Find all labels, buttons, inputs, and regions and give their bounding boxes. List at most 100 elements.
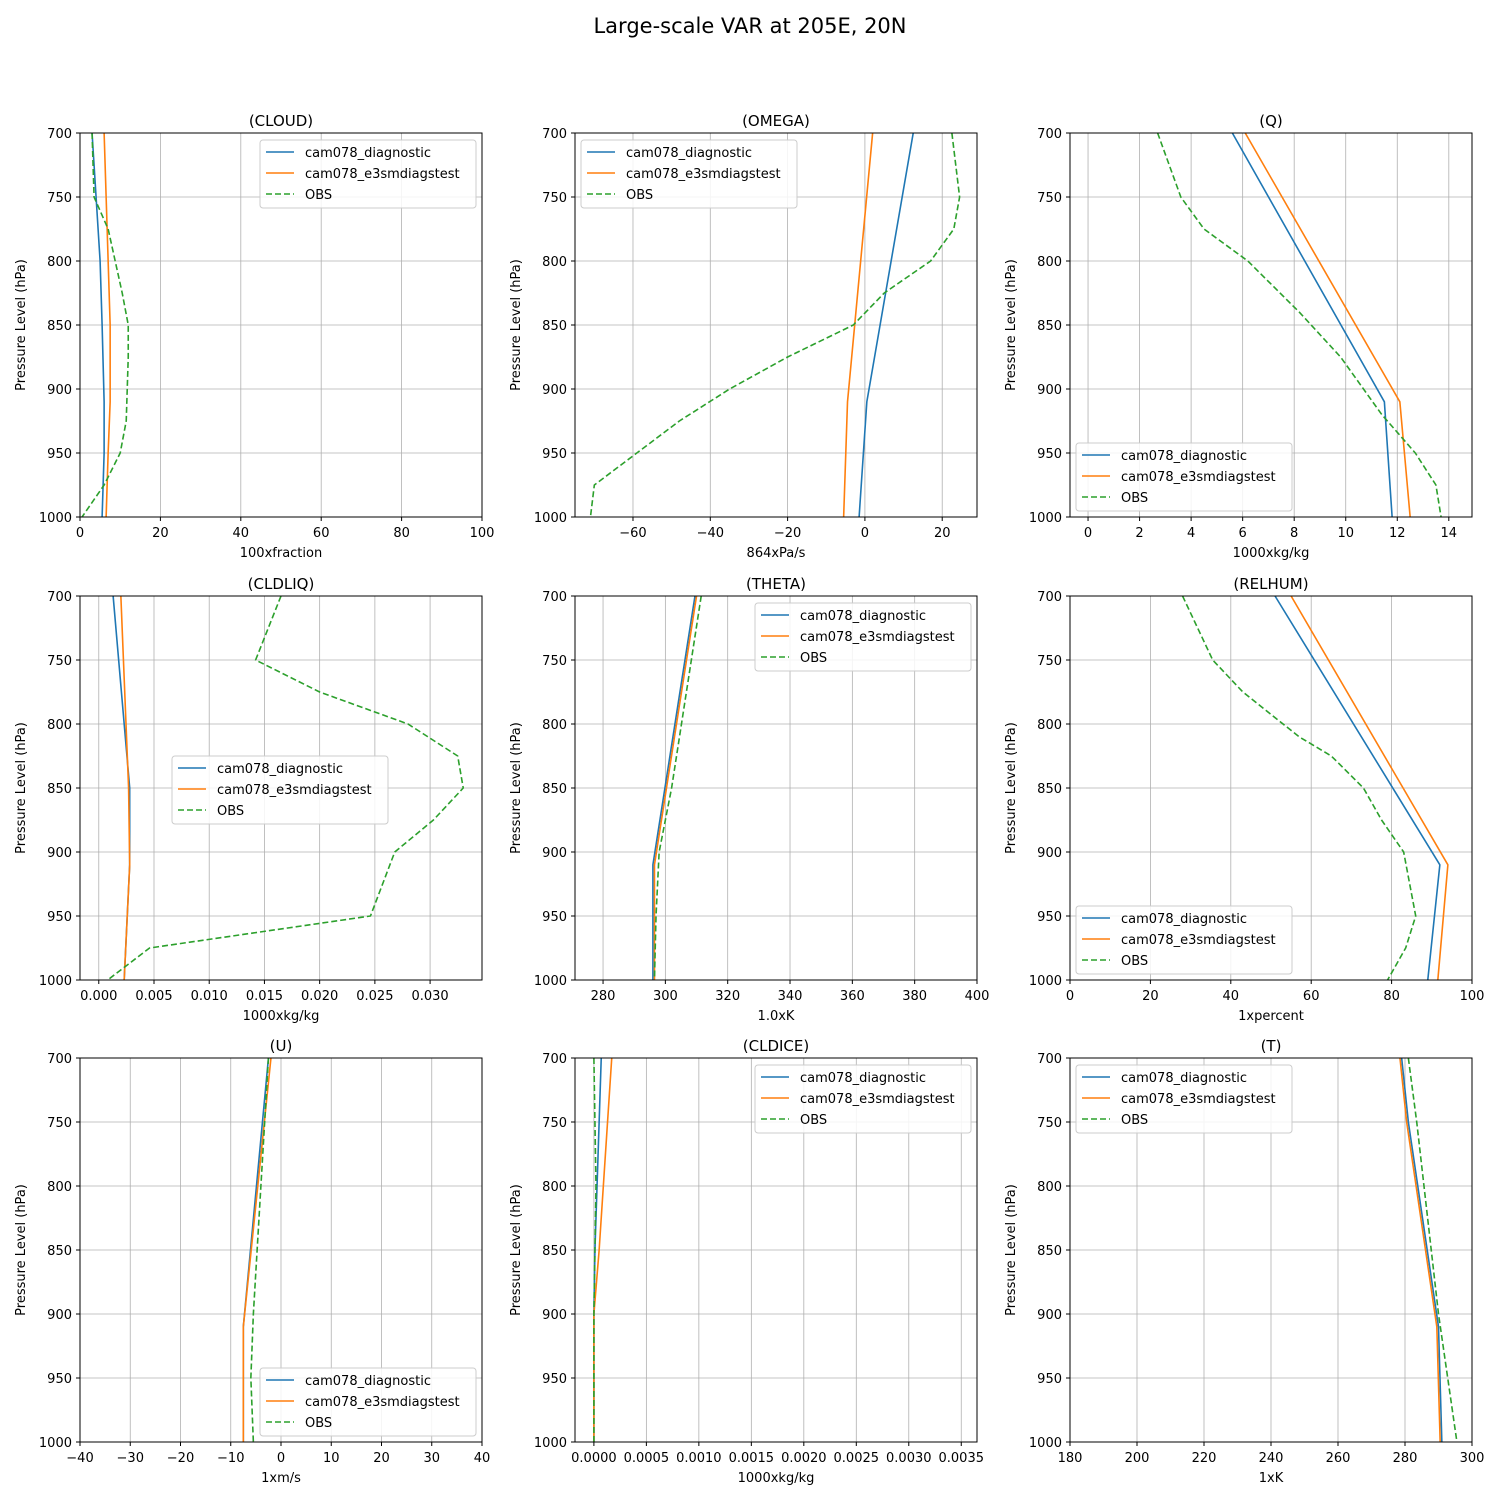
y-tick-label: 1000	[39, 974, 72, 989]
x-tick-label: 280	[591, 989, 616, 1004]
x-axis-label: 1000xkg/kg	[738, 1471, 815, 1486]
y-tick-label: 800	[47, 718, 72, 733]
x-tick-label: 0.0030	[886, 1451, 932, 1466]
x-tick-label: 12	[1389, 526, 1406, 541]
subplot-title: (U)	[270, 1037, 293, 1055]
subplot-title: (CLOUD)	[249, 112, 313, 130]
y-tick-label: 950	[47, 910, 72, 925]
x-tick-label: 0.0015	[729, 1451, 775, 1466]
y-tick-label: 800	[1037, 718, 1062, 733]
legend-label: cam078_diagnostic	[305, 146, 431, 161]
series-line-cam078_e3smdiagstest	[1290, 595, 1449, 981]
x-axis-label: 100xfraction	[240, 546, 322, 561]
x-tick-label: 280	[1393, 1451, 1418, 1466]
x-axis-label: 1xm/s	[261, 1471, 301, 1486]
x-tick-label: 380	[902, 989, 927, 1004]
legend-label: cam078_e3smdiagstest	[800, 630, 955, 645]
y-tick-label: 700	[542, 1052, 567, 1067]
x-tick-label: 40	[233, 526, 250, 541]
y-tick-label: 900	[1037, 1308, 1062, 1323]
x-tick-label: 0	[1066, 989, 1074, 1004]
subplot-theta: 280 300 320 340 360 380 400 700 750 800 850 900 950 1…	[509, 575, 989, 1024]
x-tick-label: 20	[1142, 989, 1159, 1004]
x-tick-label: 400	[965, 989, 990, 1004]
legend-label: cam078_e3smdiagstest	[626, 167, 781, 182]
y-tick-label: 900	[542, 846, 567, 861]
y-tick-label: 850	[47, 782, 72, 797]
x-tick-label: 10	[323, 1451, 340, 1466]
y-tick-label: 1000	[534, 511, 567, 526]
legend: cam078_diagnostic cam078_e3smdiagstest OBS	[171, 755, 389, 825]
x-tick-label: −20	[774, 526, 801, 541]
y-tick-label: 1000	[1029, 1436, 1062, 1451]
legend-label: cam078_e3smdiagstest	[1121, 933, 1276, 948]
y-tick-label: 850	[1037, 782, 1062, 797]
y-axis-label: Pressure Level (hPa)	[509, 722, 524, 854]
legend: cam078_diagnostic cam078_e3smdiagstest OBS	[754, 602, 972, 672]
subplot-title: (OMEGA)	[742, 112, 810, 130]
y-tick-label: 850	[47, 1244, 72, 1259]
x-tick-label: 30	[423, 1451, 440, 1466]
series-line-cam078_e3smdiagstest	[842, 132, 874, 518]
x-tick-label: 0	[277, 1451, 285, 1466]
x-axis-label: 864xPa/s	[747, 546, 806, 561]
series-line-cam078_e3smdiagstest	[653, 595, 698, 980]
x-tick-label: 2	[1135, 526, 1143, 541]
x-axis-label: 1000xkg/kg	[1233, 546, 1310, 561]
legend-label: cam078_diagnostic	[1121, 912, 1247, 927]
y-tick-label: 700	[542, 590, 567, 605]
series-line-OBS	[1407, 1057, 1458, 1443]
x-tick-label: 20	[152, 526, 169, 541]
x-axis-label: 1000xkg/kg	[243, 1009, 320, 1024]
y-tick-label: 700	[47, 1052, 72, 1067]
y-tick-label: 800	[542, 1180, 567, 1195]
y-tick-label: 900	[47, 383, 72, 398]
series-line-cam078_diagnostic	[1274, 595, 1441, 981]
y-tick-label: 950	[1037, 910, 1062, 925]
y-axis-label: Pressure Level (hPa)	[14, 259, 29, 391]
subplot-omega: −60 −40 −20 0 20 700 750 800 850 900 950 1000 (OMEGA…	[509, 112, 978, 561]
y-tick-label: 750	[47, 191, 72, 206]
x-axis-label: 1xpercent	[1238, 1009, 1304, 1024]
y-tick-label: 750	[1037, 191, 1062, 206]
x-tick-label: 60	[1303, 989, 1320, 1004]
y-tick-label: 750	[542, 1116, 567, 1131]
legend-box	[171, 755, 389, 825]
legend-label: cam078_e3smdiagstest	[305, 167, 460, 182]
x-tick-label: 20	[373, 1451, 390, 1466]
x-tick-label: 180	[1058, 1451, 1083, 1466]
series-line-OBS	[250, 1057, 270, 1443]
series-line-OBS	[1181, 595, 1417, 981]
series-line-OBS	[653, 595, 703, 981]
y-axis-label: Pressure Level (hPa)	[1004, 259, 1019, 391]
series-line-cam078_diagnostic	[1231, 132, 1393, 518]
series-line-cam078_e3smdiagstest	[103, 132, 111, 518]
legend-label: OBS	[626, 188, 653, 203]
legend-box	[1075, 905, 1293, 975]
series-line-OBS	[589, 132, 961, 518]
y-tick-label: 900	[1037, 383, 1062, 398]
x-tick-label: 0.020	[301, 989, 338, 1004]
x-tick-label: 10	[1337, 526, 1354, 541]
series-line-cam078_e3smdiagstest	[1244, 132, 1411, 518]
x-tick-label: 6	[1239, 526, 1247, 541]
subplot-cldice: 0.0000 0.0005 0.0010 0.0015 0.0020 0.0025 0.00…	[509, 1037, 984, 1486]
x-tick-label: 0.0000	[571, 1451, 617, 1466]
series-line-cam078_e3smdiagstest	[242, 1057, 272, 1442]
series-line-cam078_diagnostic	[91, 132, 105, 518]
x-tick-label: 260	[1326, 1451, 1351, 1466]
y-tick-label: 850	[542, 1244, 567, 1259]
legend: cam078_diagnostic cam078_e3smdiagstest OBS	[259, 1367, 477, 1437]
x-tick-label: 200	[1125, 1451, 1150, 1466]
y-tick-label: 950	[1037, 1372, 1062, 1387]
x-tick-label: 240	[1259, 1451, 1284, 1466]
x-tick-label: 40	[1223, 989, 1240, 1004]
legend: cam078_diagnostic cam078_e3smdiagstest OBS	[1075, 1064, 1293, 1134]
y-tick-label: 1000	[1029, 974, 1062, 989]
legend-label: cam078_e3smdiagstest	[800, 1092, 955, 1107]
y-tick-label: 850	[542, 319, 567, 334]
subplot-title: (Q)	[1259, 112, 1283, 130]
legend: cam078_diagnostic cam078_e3smdiagstest OBS	[580, 139, 798, 209]
legend-label: OBS	[217, 804, 244, 819]
